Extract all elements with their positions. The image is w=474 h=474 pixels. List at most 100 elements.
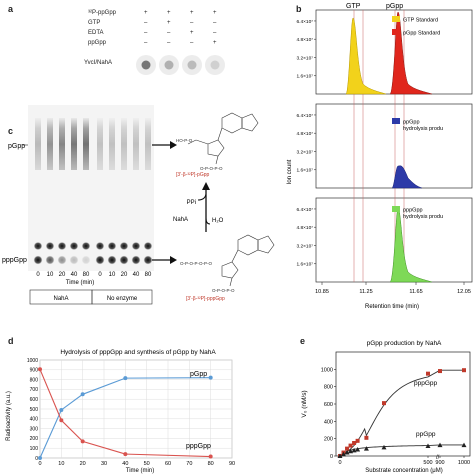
d-ytick: 800 — [30, 377, 39, 383]
e-curve-label-ppgpp: ppGpp — [416, 431, 436, 438]
e-point-ppgpp — [425, 443, 431, 449]
condition-mark: + — [190, 10, 194, 16]
lane-smear — [59, 118, 65, 170]
e-ytick: 600 — [324, 402, 333, 408]
d-data-point — [80, 392, 85, 397]
lane-spot-lower — [131, 255, 141, 265]
condition-mark: + — [213, 10, 217, 16]
d-xtick: 60 — [165, 461, 171, 467]
d-ytick: 300 — [30, 426, 39, 432]
lane-time: 40 — [71, 272, 78, 278]
legend-swatch-pgpp — [392, 29, 400, 35]
e-axis-break: // — [436, 455, 440, 461]
e-point-pppgpp — [426, 371, 430, 376]
lane-time: 10 — [47, 272, 54, 278]
condition-label: GTP — [88, 20, 101, 26]
lane-spot-upper — [33, 242, 43, 250]
gtp-standard-peak — [345, 17, 387, 95]
lane-smear — [109, 118, 115, 170]
d-data-point — [59, 407, 64, 412]
b-xtick: 11.25 — [359, 289, 372, 295]
d-data-point — [208, 454, 213, 459]
e-xtick: 0 — [338, 460, 341, 466]
condition-mark: + — [213, 40, 217, 46]
panel-d-label: d — [8, 336, 14, 346]
d-data-point — [59, 418, 64, 423]
lane-spot-lower — [57, 255, 67, 265]
e-point-ppgpp — [363, 446, 369, 451]
legend-pgpp: pGpp Standard — [403, 31, 440, 37]
condition-label: ³²P-ppGpp — [88, 10, 117, 16]
e-ytick: 400 — [324, 419, 333, 425]
b-xtick: 11.65 — [409, 289, 422, 295]
d-ytick: 100 — [30, 446, 39, 452]
e-xtick: 500 — [423, 460, 432, 466]
e-point-ppgpp — [355, 447, 361, 452]
e-ylabel: V₀ (nM/s) — [301, 390, 308, 417]
d-data-point — [123, 376, 128, 381]
dot-row-label: YvcI/NahA — [84, 60, 113, 66]
d-xtick: 20 — [80, 461, 86, 467]
d-xtick: 70 — [186, 461, 192, 467]
lane-spot-upper — [131, 242, 141, 250]
e-point-ppgpp — [344, 450, 350, 455]
lane-spot-upper — [57, 242, 67, 250]
d-ylabel: Radioactivity (a.u.) — [6, 391, 12, 441]
lane-spot-upper — [107, 242, 117, 250]
condition-mark: – — [190, 20, 194, 26]
b-ytick: 3.2×10⁷ — [296, 149, 313, 155]
pppgpp-chem-label: [3'-β-³²P]-pppGpp — [186, 296, 225, 302]
d-xlabel: Time (min) — [126, 468, 154, 474]
b-ytick: 6.4×10⁷ — [296, 19, 313, 25]
e-point-ppgpp — [461, 442, 467, 448]
legend-ppgpp-sub: hydrolysis produ — [403, 126, 443, 132]
pgpp-structure — [187, 112, 259, 165]
d-title: Hydrolysis of pppGpp and synthesis of pG… — [60, 349, 216, 356]
b-ytick: 4.8×10⁷ — [296, 37, 313, 43]
e-point-pppgpp — [438, 369, 442, 374]
lane-spot-upper — [143, 242, 153, 250]
b-ytick: 3.2×10⁷ — [296, 55, 313, 61]
e-point-ppgpp — [341, 451, 347, 457]
lane-time: 40 — [133, 272, 140, 278]
lane-spot-lower — [119, 255, 129, 265]
pppgpp-structure — [221, 234, 275, 287]
band-label-top: pGpp — [8, 143, 25, 150]
d-ytick: 1000 — [27, 358, 38, 364]
condition-mark: – — [190, 40, 194, 46]
condition-mark: – — [213, 20, 217, 26]
lane-spot-lower — [81, 255, 91, 265]
pppgpp-pp: O-P-O-P-O — [212, 288, 235, 293]
d-ytick: 600 — [30, 397, 39, 403]
e-point-pppgpp — [352, 441, 357, 445]
d-data-point — [38, 367, 42, 372]
lane-smear — [47, 118, 53, 170]
legend-gtp: GTP Standard — [403, 18, 438, 24]
condition-mark: – — [144, 30, 148, 36]
condition-label: EDTA — [88, 30, 104, 36]
lane-spot-lower — [143, 255, 153, 265]
e-title: pGpp production by NahA — [367, 340, 442, 347]
d-series-label-pppgpp: pppGpp — [186, 443, 211, 450]
e-point-pppgpp — [382, 401, 386, 406]
b-xtick: 12.05 — [457, 289, 471, 295]
d-xtick: 50 — [144, 461, 150, 467]
d-xtick: 0 — [38, 461, 41, 467]
e-point-ppgpp — [437, 442, 443, 448]
panel-a-label: a — [8, 4, 14, 14]
lane-spot-upper — [119, 242, 129, 250]
pgpp-phosphate: HO-P-O — [176, 138, 193, 143]
lane-time: 80 — [145, 272, 152, 278]
e-xlabel: Substrate concentration (μM) — [365, 468, 443, 474]
lane-smear — [97, 118, 103, 170]
lane-spot-upper — [45, 242, 55, 250]
chromatogram-frame — [315, 103, 473, 189]
tlc-figure: pGpp pppGpp 0 10 20 40 80 0 10 20 40 80 Time (min… — [2, 105, 275, 305]
e-point-pppgpp — [364, 435, 369, 440]
condition-mark: + — [144, 10, 148, 16]
d-xtick: 10 — [58, 461, 64, 467]
lane-smear — [121, 118, 127, 170]
dot-spot — [164, 60, 174, 70]
panel-b-label: b — [296, 4, 302, 14]
d-xtick: 90 — [229, 461, 235, 467]
